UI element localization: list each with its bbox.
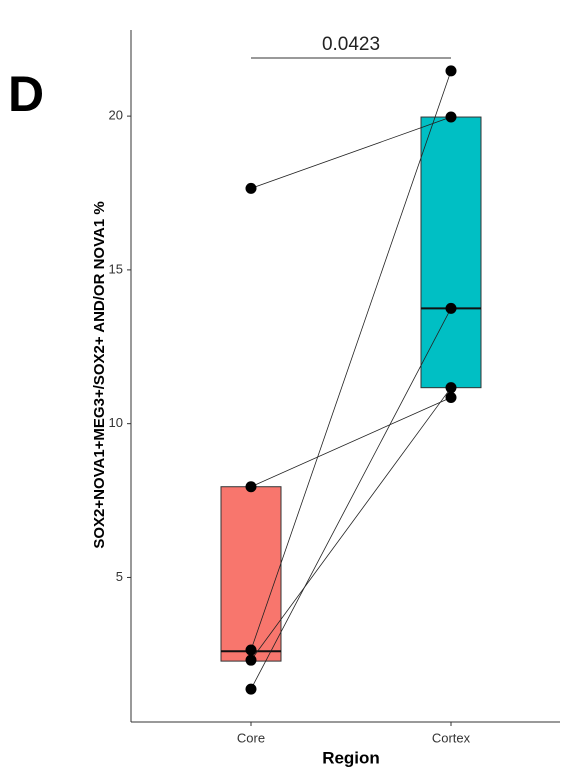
pair-line <box>251 398 451 487</box>
data-point <box>446 392 457 403</box>
y-tick-label: 20 <box>109 108 123 123</box>
box <box>421 117 481 388</box>
x-axis-label: Region <box>322 748 380 767</box>
data-point <box>246 183 257 194</box>
x-tick-label: Cortex <box>432 730 471 745</box>
y-tick-label: 5 <box>116 569 123 584</box>
y-tick-label: 10 <box>109 415 123 430</box>
chart: D 0.0423 Region SOX2+NOVA1+MEG3+/SOX2+ A… <box>0 0 566 773</box>
data-point <box>446 65 457 76</box>
data-point <box>446 112 457 123</box>
box <box>221 487 281 661</box>
data-point <box>446 303 457 314</box>
data-point <box>246 655 257 666</box>
y-tick-label: 15 <box>109 261 123 276</box>
panel-label: D <box>8 66 44 122</box>
p-value: 0.0423 <box>322 34 380 55</box>
data-point <box>246 684 257 695</box>
x-tick-label: Core <box>237 730 265 745</box>
y-axis-label: SOX2+NOVA1+MEG3+/SOX2+ AND/OR NOVA1 % <box>91 201 108 548</box>
data-point <box>246 645 257 656</box>
data-point <box>446 382 457 393</box>
data-point <box>246 481 257 492</box>
